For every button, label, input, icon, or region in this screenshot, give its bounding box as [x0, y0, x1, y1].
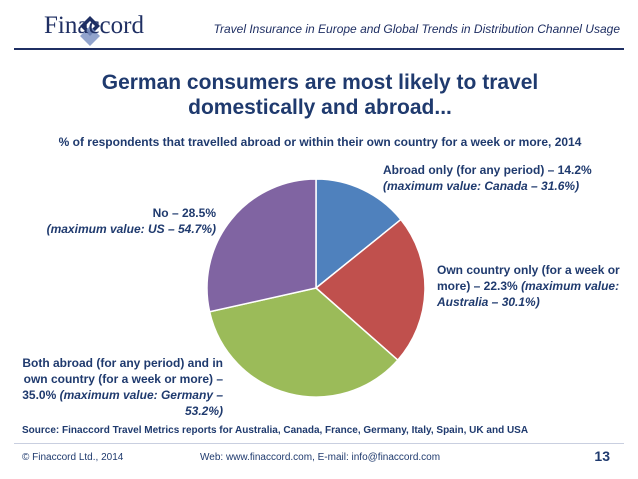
slide-title-line1: German consumers are most likely to trav…	[101, 71, 539, 94]
chart-subtitle: % of respondents that travelled abroad o…	[58, 135, 582, 149]
label-abroad-only: Abroad only (for any period) – 14.2% (ma…	[383, 162, 633, 194]
label-own-max: (maximum value: Australia – 30.1%)	[437, 279, 620, 309]
brand-name: Finaccord	[44, 12, 144, 39]
slice-both	[208, 287, 399, 398]
label-abroad-main: Abroad only (for any period) – 14.2%	[383, 163, 592, 177]
slice-abroad-only	[315, 178, 402, 290]
label-both: Both abroad (for any period) and in own …	[20, 355, 223, 419]
label-both-max: (maximum value: Germany – 53.2%)	[59, 388, 223, 418]
slice-no	[206, 178, 317, 313]
label-no-max: (maximum value: US – 54.7%)	[46, 222, 216, 236]
header-divider	[14, 48, 624, 50]
slide-title-line2: domestically and abroad...	[188, 96, 452, 119]
label-both-main: Both abroad (for any period) and in own …	[22, 356, 223, 402]
label-abroad-max: (maximum value: Canada – 31.6%)	[383, 179, 580, 193]
slide-title: German consumers are most likely to trav…	[60, 70, 580, 120]
finaccord-logo-icon	[80, 16, 100, 46]
label-no-main: No – 28.5%	[152, 206, 216, 220]
report-title: Travel Insurance in Europe and Global Tr…	[213, 22, 620, 36]
source-note: Source: Finaccord Travel Metrics reports…	[22, 425, 529, 436]
contact-info: Web: www.finaccord.com, E-mail: info@fin…	[200, 452, 441, 463]
slice-own-country-only	[314, 218, 426, 362]
label-own-country-only: Own country only (for a week or more) – …	[437, 262, 637, 310]
label-own-main: Own country only (for a week or more) – …	[437, 263, 620, 293]
footer-divider	[14, 443, 624, 444]
label-no: No – 28.5% (maximum value: US – 54.7%)	[20, 205, 216, 237]
copyright: © Finaccord Ltd., 2014	[22, 452, 124, 463]
page-number: 13	[594, 448, 610, 464]
